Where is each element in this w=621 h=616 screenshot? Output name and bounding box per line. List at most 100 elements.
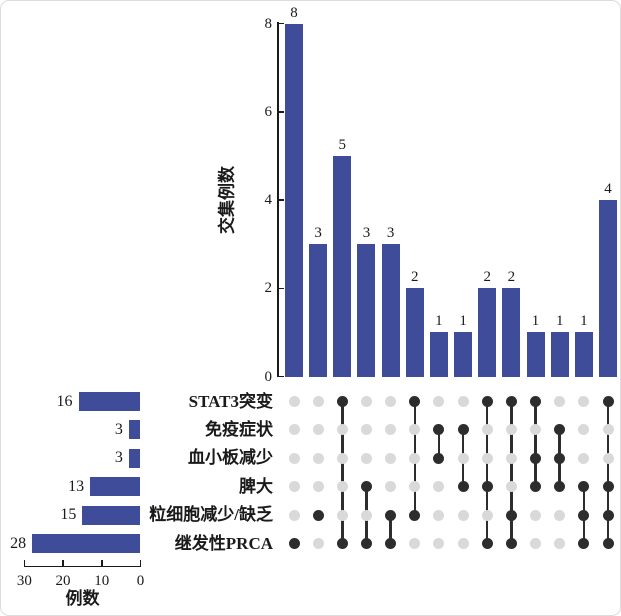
membership-dot-inactive bbox=[602, 452, 614, 464]
intersection-bar-value: 2 bbox=[483, 269, 491, 286]
set-label: 粒细胞减少/缺乏 bbox=[149, 505, 273, 525]
membership-connector bbox=[437, 429, 441, 459]
membership-dot-inactive bbox=[288, 424, 300, 436]
set-size-value: 3 bbox=[114, 420, 123, 438]
intersection-y-axis-line bbox=[277, 22, 279, 377]
membership-dot-active bbox=[360, 538, 372, 549]
membership-dot-inactive bbox=[481, 452, 493, 464]
membership-dot-active bbox=[530, 396, 542, 407]
membership-dot-inactive bbox=[385, 452, 397, 464]
membership-dot-inactive bbox=[505, 481, 517, 493]
membership-dot-active bbox=[505, 538, 517, 549]
y-tick-label: 0 bbox=[264, 368, 273, 385]
membership-dot-inactive bbox=[530, 509, 542, 521]
membership-dot-active bbox=[360, 481, 372, 493]
intersection-bar-value: 1 bbox=[531, 313, 540, 330]
y-tick-mark bbox=[278, 375, 284, 378]
intersection-bar-value: 3 bbox=[362, 225, 371, 242]
membership-dot-inactive bbox=[457, 538, 469, 549]
membership-dot-active bbox=[481, 538, 493, 549]
set-label: 脾大 bbox=[239, 476, 273, 496]
membership-dot-active bbox=[385, 509, 397, 521]
x-tick-label: 0 bbox=[136, 572, 145, 589]
membership-dot-inactive bbox=[554, 509, 566, 521]
membership-dot-inactive bbox=[457, 509, 469, 521]
membership-dot-inactive bbox=[288, 396, 300, 407]
membership-dot-inactive bbox=[409, 538, 421, 549]
membership-dot-inactive bbox=[505, 452, 517, 464]
membership-dot-inactive bbox=[578, 396, 590, 407]
y-tick-mark bbox=[278, 287, 284, 289]
membership-dot-active bbox=[457, 481, 469, 493]
membership-dot-active bbox=[602, 396, 614, 407]
membership-dot-inactive bbox=[457, 396, 469, 407]
intersection-bar-value: 8 bbox=[290, 4, 298, 21]
membership-dot-inactive bbox=[312, 452, 324, 464]
set-size-value: 15 bbox=[60, 506, 77, 524]
membership-dot-inactive bbox=[288, 452, 300, 464]
membership-dot-inactive bbox=[433, 481, 445, 493]
set-axis-title: 例数 bbox=[65, 589, 100, 608]
membership-dot-active bbox=[554, 424, 566, 436]
membership-dot-inactive bbox=[433, 396, 445, 407]
intersection-bar bbox=[357, 244, 376, 377]
x-tick-mark bbox=[62, 559, 64, 566]
membership-connector bbox=[341, 401, 344, 544]
membership-dot-active bbox=[602, 481, 614, 493]
intersection-bar-value: 3 bbox=[314, 225, 322, 242]
membership-dot-inactive bbox=[336, 481, 348, 493]
x-tick-label: 10 bbox=[94, 572, 110, 589]
intersection-bar bbox=[478, 288, 497, 377]
y-tick-mark bbox=[278, 199, 284, 201]
membership-dot-active bbox=[457, 424, 469, 436]
intersection-bar-value: 3 bbox=[386, 225, 395, 242]
membership-dot-active bbox=[505, 509, 517, 521]
membership-connector bbox=[510, 401, 513, 544]
membership-dot-active bbox=[409, 396, 421, 407]
intersection-bar bbox=[381, 244, 400, 377]
membership-dot-active bbox=[578, 509, 590, 521]
membership-dot-active bbox=[554, 452, 566, 464]
set-x-axis-line bbox=[24, 565, 141, 567]
intersection-bar bbox=[454, 332, 473, 377]
y-tick-mark bbox=[278, 111, 284, 113]
membership-dot-inactive bbox=[288, 509, 300, 521]
membership-dot-active bbox=[312, 509, 324, 521]
set-size-bar bbox=[32, 534, 141, 553]
membership-dot-inactive bbox=[602, 424, 614, 436]
set-label: STAT3突变 bbox=[188, 391, 273, 411]
intersection-bar-value: 5 bbox=[338, 136, 347, 153]
x-tick-label: 30 bbox=[16, 572, 32, 589]
membership-dot-active bbox=[481, 481, 493, 493]
membership-dot-inactive bbox=[312, 396, 324, 407]
set-label: 继发性PRCA bbox=[174, 533, 273, 553]
set-size-bar bbox=[78, 392, 141, 411]
membership-dot-inactive bbox=[481, 424, 493, 436]
membership-dot-inactive bbox=[409, 424, 421, 436]
membership-dot-active bbox=[578, 481, 590, 493]
intersection-bar bbox=[574, 332, 593, 377]
x-tick-mark bbox=[139, 559, 142, 566]
membership-dot-inactive bbox=[385, 481, 397, 493]
intersection-bar-value: 1 bbox=[555, 313, 564, 330]
membership-dot-active bbox=[602, 509, 614, 521]
membership-dot-inactive bbox=[433, 538, 445, 549]
intersection-bar bbox=[550, 332, 569, 377]
intersection-bar-value: 1 bbox=[459, 313, 467, 330]
y-tick-label: 4 bbox=[264, 192, 273, 208]
membership-dot-inactive bbox=[336, 424, 348, 436]
membership-dot-inactive bbox=[481, 509, 493, 521]
membership-dot-inactive bbox=[530, 424, 542, 436]
membership-dot-inactive bbox=[578, 424, 590, 436]
membership-dot-active bbox=[336, 538, 348, 549]
intersection-bar bbox=[333, 155, 352, 377]
intersection-bar bbox=[309, 244, 328, 377]
intersection-bar bbox=[405, 288, 424, 377]
membership-dot-active bbox=[336, 396, 348, 407]
intersection-bar-value: 2 bbox=[411, 269, 419, 286]
y-tick-label: 6 bbox=[264, 103, 273, 120]
y-tick-mark bbox=[278, 22, 284, 25]
membership-dot-active bbox=[554, 481, 566, 493]
intersection-bar bbox=[526, 332, 545, 377]
membership-dot-inactive bbox=[312, 538, 324, 549]
